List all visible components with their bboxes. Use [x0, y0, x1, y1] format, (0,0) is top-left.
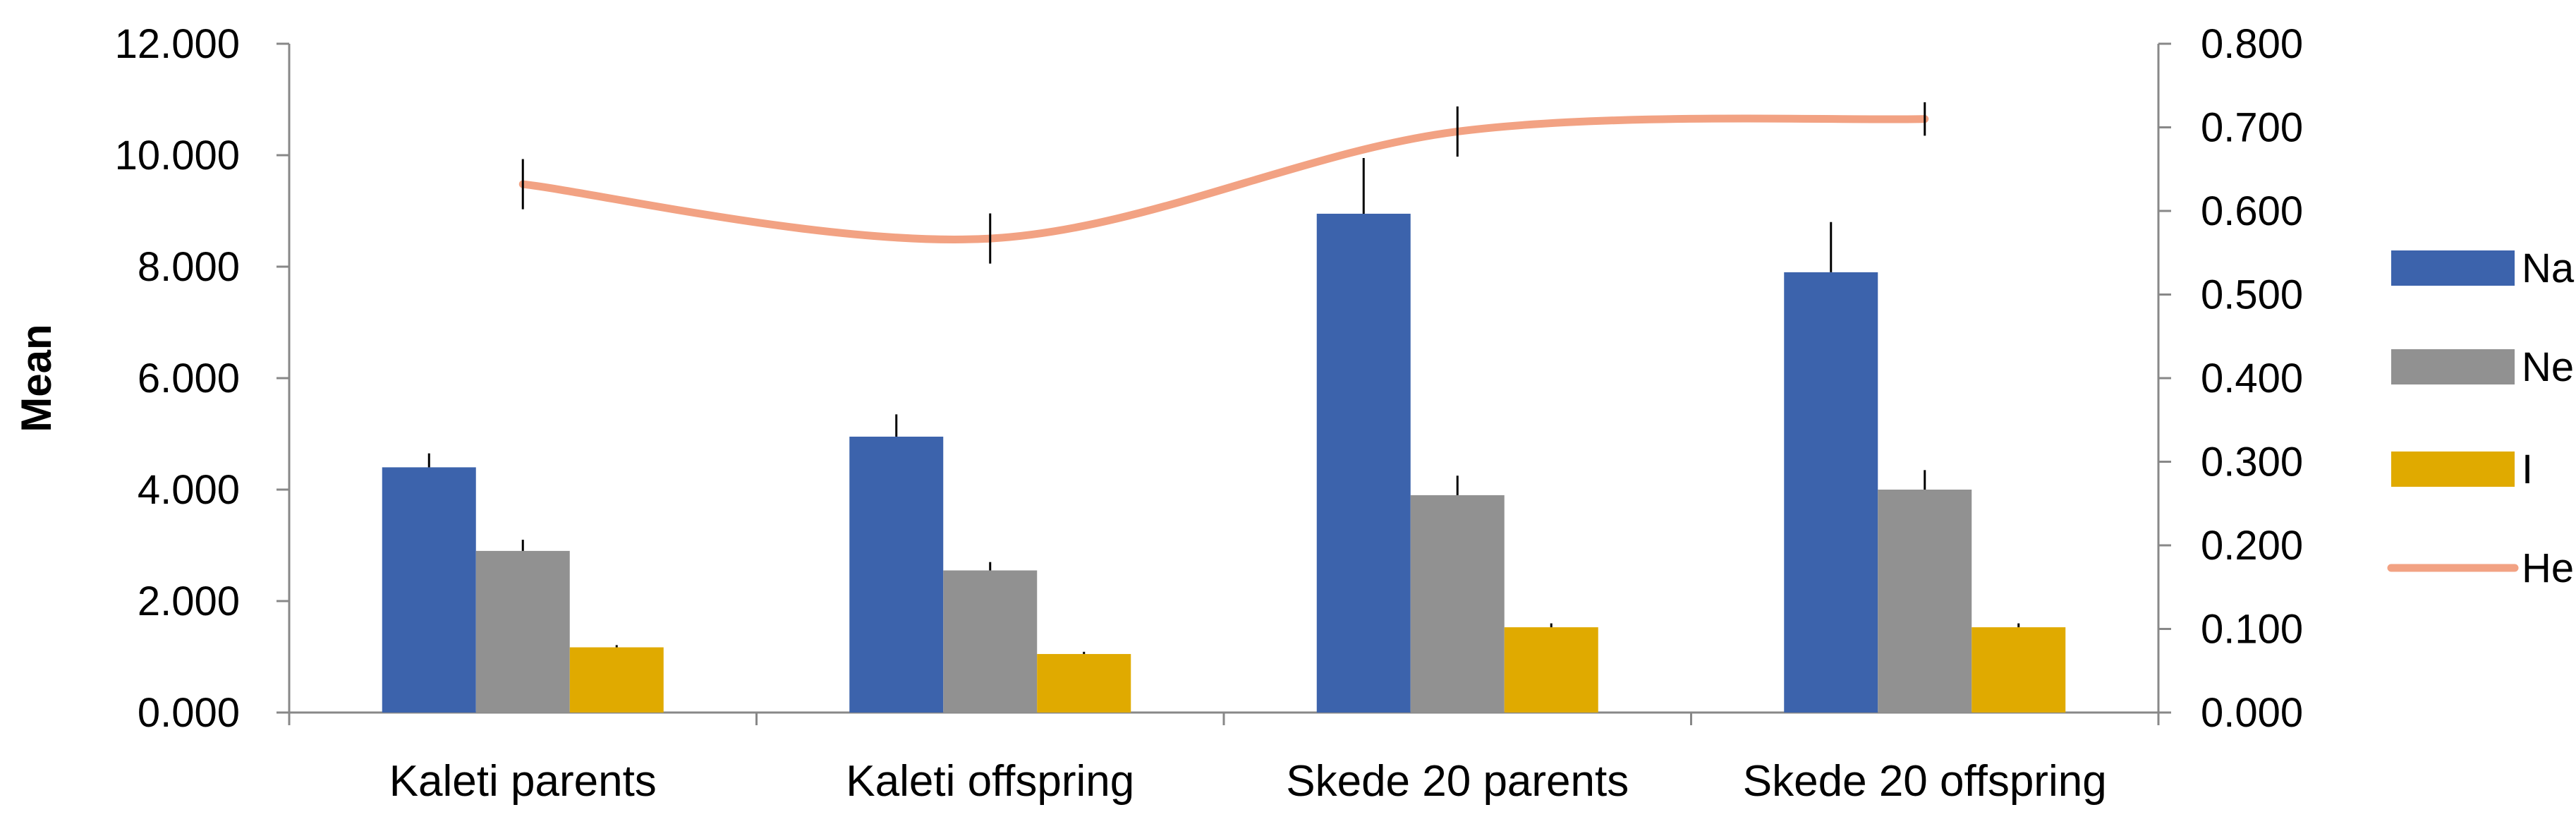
legend-swatch-i	[2391, 452, 2515, 487]
bar-ne	[475, 550, 570, 713]
legend-swatch-na	[2391, 250, 2515, 286]
right-tick-label: 0.800	[2201, 21, 2303, 67]
legend-swatch-ne	[2391, 349, 2515, 384]
left-tick-label: 2.000	[138, 578, 240, 624]
category-label: Kaleti parents	[389, 757, 657, 806]
left-axis-ticks: 0.000 2.000 4.000 6.000 8.000 10.000 12.000	[115, 21, 289, 736]
left-tick-label: 12.000	[115, 21, 240, 67]
left-tick-label: 8.000	[138, 244, 240, 290]
bar-i	[1972, 627, 2066, 713]
category-label: Skede 20 offspring	[1743, 757, 2107, 806]
category-labels: Kaleti parents Kaleti offspring Skede 20 p…	[389, 757, 2107, 806]
right-tick-label: 0.200	[2201, 523, 2303, 569]
legend-label-na: Na	[2522, 246, 2575, 291]
bar-i	[569, 647, 664, 713]
category-label: Kaleti offspring	[846, 757, 1134, 806]
left-tick-label: 6.000	[138, 356, 240, 401]
bars	[382, 157, 2066, 713]
left-tick-label: 10.000	[115, 133, 240, 178]
category-ticks	[288, 713, 2160, 725]
right-axis-ticks: 0.000 0.100 0.200 0.300 0.400 0.500 0.600 0.700…	[2158, 21, 2303, 736]
bar-na	[849, 436, 944, 713]
right-tick-label: 0.600	[2201, 188, 2303, 234]
right-tick-label: 0.500	[2201, 272, 2303, 318]
bar-na	[382, 467, 476, 713]
legend-label-i: I	[2522, 447, 2533, 492]
legend-label-ne: Ne	[2522, 344, 2574, 390]
category-label: Skede 20 parents	[1286, 757, 1629, 806]
line-layer	[518, 102, 1929, 264]
right-tick-label: 0.700	[2201, 105, 2303, 151]
series-line-he	[518, 114, 1929, 243]
bar-ne	[1878, 490, 1972, 713]
right-tick-label: 0.300	[2201, 440, 2303, 485]
legend-label-he: He	[2522, 545, 2574, 591]
bar-i	[1037, 654, 1131, 713]
y-axis-title: Mean	[13, 324, 60, 432]
bar-ne	[943, 570, 1038, 713]
bar-na	[1784, 272, 1878, 713]
bar-ne	[1410, 495, 1505, 713]
bar-i	[1504, 627, 1598, 713]
left-tick-label: 4.000	[138, 467, 240, 513]
legend: Na Ne I He	[2387, 246, 2575, 591]
left-tick-label: 0.000	[138, 690, 240, 736]
bar-na	[1316, 213, 1411, 713]
right-tick-label: 0.400	[2201, 356, 2303, 401]
right-tick-label: 0.100	[2201, 607, 2303, 653]
right-tick-label: 0.000	[2201, 690, 2303, 736]
